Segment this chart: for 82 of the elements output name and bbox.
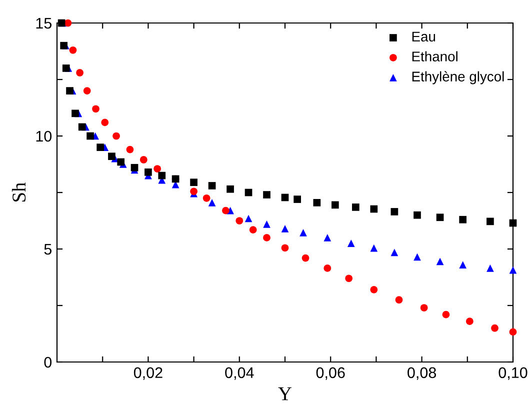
point (414, 211, 421, 219)
point (66, 87, 74, 94)
point (144, 168, 152, 176)
point (459, 216, 467, 224)
point (345, 274, 353, 282)
point (76, 69, 84, 76)
point (294, 196, 301, 203)
point (509, 328, 517, 336)
x-tick-label: 0,10 (498, 367, 528, 380)
legend-label: Ethanol (412, 51, 458, 62)
point (509, 219, 517, 227)
point (263, 191, 270, 198)
point (300, 229, 307, 236)
x-axis-title: Y (278, 387, 292, 400)
point (158, 172, 166, 180)
point (436, 214, 444, 222)
point (491, 324, 498, 332)
point (249, 226, 257, 234)
point (509, 266, 517, 274)
point (190, 178, 198, 186)
point (324, 234, 332, 242)
point (331, 201, 339, 209)
point (370, 286, 378, 294)
y-tick-label: 15 (36, 18, 52, 29)
x-tick-label: 0,08 (408, 367, 436, 380)
point (92, 105, 100, 113)
point (222, 206, 230, 214)
point (313, 198, 321, 206)
point (62, 64, 70, 72)
point (436, 258, 444, 266)
point (370, 244, 378, 252)
point (263, 234, 270, 242)
legend-label: Eau (412, 32, 436, 42)
point (78, 123, 86, 131)
point (96, 144, 104, 151)
point (208, 198, 216, 206)
point (86, 132, 94, 140)
point (466, 318, 474, 325)
point (352, 204, 360, 211)
point (101, 118, 109, 126)
y-axis-title: Sh (12, 182, 26, 202)
point (244, 214, 252, 222)
point (324, 264, 332, 272)
point (130, 164, 138, 172)
y-tick-label: 5 (44, 244, 52, 255)
legend-label: Ethylène glycol (412, 71, 504, 84)
point (395, 296, 403, 304)
point (459, 261, 467, 268)
point (281, 194, 289, 202)
point (347, 240, 355, 248)
y-tick-label: 10 (36, 130, 52, 142)
y-tick-label: 0 (44, 356, 52, 368)
point (154, 165, 161, 172)
point (236, 217, 244, 224)
point (390, 248, 398, 256)
point (112, 132, 120, 140)
point (117, 158, 125, 166)
point (126, 146, 134, 154)
point (202, 194, 210, 202)
point (302, 254, 310, 262)
point (281, 244, 289, 252)
x-tick-label: 0,02 (134, 367, 162, 380)
point (208, 182, 216, 190)
point (414, 253, 421, 261)
point (263, 220, 270, 228)
point (72, 110, 79, 118)
x-tick-label: 0,06 (316, 367, 345, 380)
point (486, 218, 494, 226)
point (83, 87, 91, 94)
point (226, 185, 234, 193)
point (108, 152, 116, 160)
point (64, 19, 72, 27)
point (140, 156, 148, 164)
point (390, 208, 398, 216)
point (281, 224, 289, 232)
point (442, 310, 450, 318)
point (244, 188, 252, 196)
x-tick-label: 0,04 (225, 367, 254, 380)
point (69, 46, 77, 54)
point (370, 205, 378, 213)
point (486, 264, 494, 272)
point (420, 304, 428, 312)
